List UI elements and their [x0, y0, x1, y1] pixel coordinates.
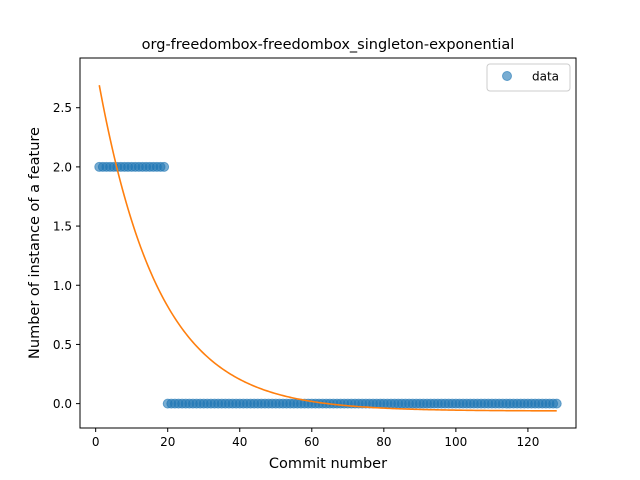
y-tick-label: 1.5 — [53, 220, 72, 234]
x-tick-label: 0 — [92, 435, 100, 449]
legend-box — [486, 63, 571, 92]
chart-title: org-freedombox-freedombox_singleton-expo… — [142, 37, 515, 53]
legend-label-data: data — [532, 70, 559, 84]
fit-curve — [98, 85, 557, 412]
x-tick-label: 120 — [516, 435, 539, 449]
y-tick-label: 2.5 — [53, 101, 72, 115]
data-point — [159, 161, 170, 172]
legend-marker-data — [502, 71, 512, 81]
y-tick-label: 0.0 — [53, 397, 72, 411]
x-tick-label: 20 — [160, 435, 175, 449]
x-tick-label: 80 — [376, 435, 391, 449]
y-axis-label: Number of instance of a feature — [27, 127, 43, 359]
fit-curve-layer — [98, 85, 557, 412]
y-tick-label: 2.0 — [53, 160, 72, 174]
x-axis-ticks: 0 20 40 60 80 100 120 — [92, 428, 539, 449]
x-tick-label: 60 — [304, 435, 319, 449]
y-axis-ticks: 0.0 0.5 1.0 1.5 2.0 2.5 — [53, 101, 80, 411]
legend: data — [486, 63, 571, 92]
x-tick-label: 100 — [444, 435, 467, 449]
data-point — [551, 398, 562, 409]
y-tick-label: 0.5 — [53, 338, 72, 352]
x-axis-label: Commit number — [269, 456, 387, 472]
plot-frame — [79, 57, 577, 429]
x-tick-label: 40 — [232, 435, 247, 449]
y-tick-label: 1.0 — [53, 279, 72, 293]
